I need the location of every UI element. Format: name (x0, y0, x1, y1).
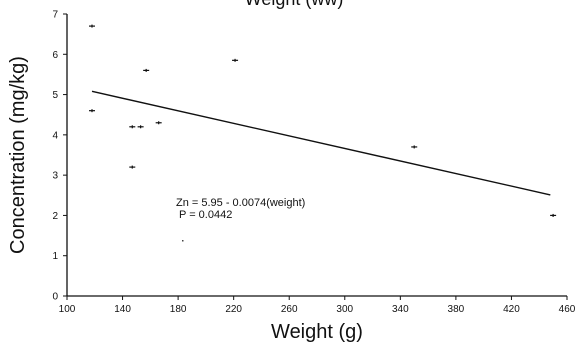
y-tick-label: 1 (52, 251, 58, 262)
p-value-label: P = 0.0442 (179, 209, 232, 221)
data-point (550, 213, 557, 217)
regression-line-group (91, 90, 551, 196)
x-tick-label: 380 (448, 304, 465, 315)
x-tick-label: 420 (503, 304, 520, 315)
regression-equation: Zn = 5.95 - 0.0074(weight) (176, 197, 305, 209)
data-point (232, 58, 239, 62)
y-tick-label: 6 (52, 50, 58, 61)
x-tick-label: 220 (225, 304, 242, 315)
y-tick-label: 3 (52, 171, 58, 182)
x-tick-label: 340 (392, 304, 409, 315)
x-tick-label: 460 (559, 304, 576, 315)
chart-title-cut: Weight (ww) (245, 0, 344, 9)
data-point (155, 121, 162, 125)
x-tick-label: 100 (59, 304, 76, 315)
axis-ticks: 100 140 180 220 260 300 340 380 420 460 0 1 2 3 4 5 6 7 (52, 10, 575, 316)
y-tick-label: 0 (52, 292, 58, 303)
y-tick-label: 4 (52, 130, 58, 141)
y-axis-title: Concentration (mg/kg) (7, 56, 29, 254)
x-tick-label: 300 (336, 304, 353, 315)
y-tick-label: 7 (52, 10, 58, 21)
x-axis-title: Weight (g) (271, 321, 363, 343)
y-tick-label: 2 (52, 211, 58, 222)
y-tick-label: 5 (52, 90, 58, 101)
data-point (129, 165, 136, 169)
data-point (129, 125, 136, 129)
x-tick-label: 260 (281, 304, 298, 315)
data-point (137, 125, 144, 129)
x-tick-label: 140 (114, 304, 131, 315)
regression-line (91, 90, 551, 196)
data-point (89, 109, 95, 113)
data-point (143, 68, 150, 72)
data-point (89, 24, 95, 28)
data-point (411, 145, 418, 149)
scan-speck (182, 240, 184, 242)
x-tick-label: 180 (170, 304, 187, 315)
data-points (89, 24, 557, 217)
